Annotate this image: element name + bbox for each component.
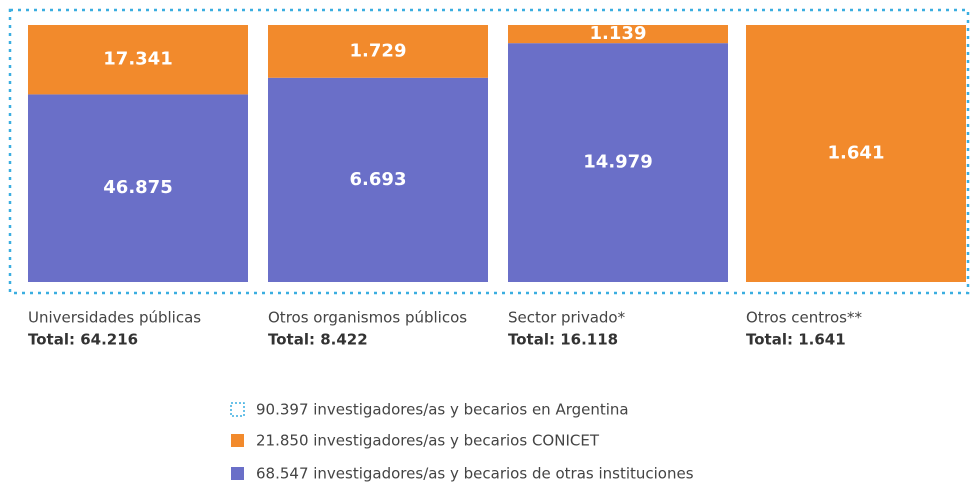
bar-segment xyxy=(508,43,728,282)
total-label: Total: 64.216 xyxy=(28,331,138,349)
value-label: 14.979 xyxy=(583,152,652,173)
total-label: Total: 8.422 xyxy=(268,331,368,349)
value-label: 6.693 xyxy=(350,169,407,190)
legend-label: 68.547 investigadores/as y becarios de o… xyxy=(256,465,694,483)
bar-segment xyxy=(746,25,966,282)
bar-segment xyxy=(268,25,488,78)
value-label: 1.139 xyxy=(590,23,647,44)
total-label: Total: 16.118 xyxy=(508,331,618,349)
legend-label: 21.850 investigadores/as y becarios CONI… xyxy=(256,432,600,450)
bar-segment xyxy=(28,25,248,95)
legend-swatch xyxy=(231,467,244,480)
legend-swatch xyxy=(230,402,245,417)
bar-segment xyxy=(28,94,248,282)
outline-box xyxy=(8,8,970,295)
total-label: Total: 1.641 xyxy=(746,331,846,349)
legend-swatch xyxy=(231,434,244,447)
value-label: 17.341 xyxy=(103,49,172,70)
value-label: 46.875 xyxy=(103,177,172,198)
bar-segment xyxy=(268,77,488,282)
category-label: Otros centros** xyxy=(746,309,862,327)
legend-label: 90.397 investigadores/as y becarios en A… xyxy=(256,401,629,419)
category-label: Universidades públicas xyxy=(28,309,201,327)
category-label: Sector privado* xyxy=(508,309,626,327)
value-label: 1.729 xyxy=(350,40,407,61)
bar-segment xyxy=(508,25,728,44)
value-label: 1.641 xyxy=(828,143,885,164)
category-label: Otros organismos públicos xyxy=(268,309,467,327)
